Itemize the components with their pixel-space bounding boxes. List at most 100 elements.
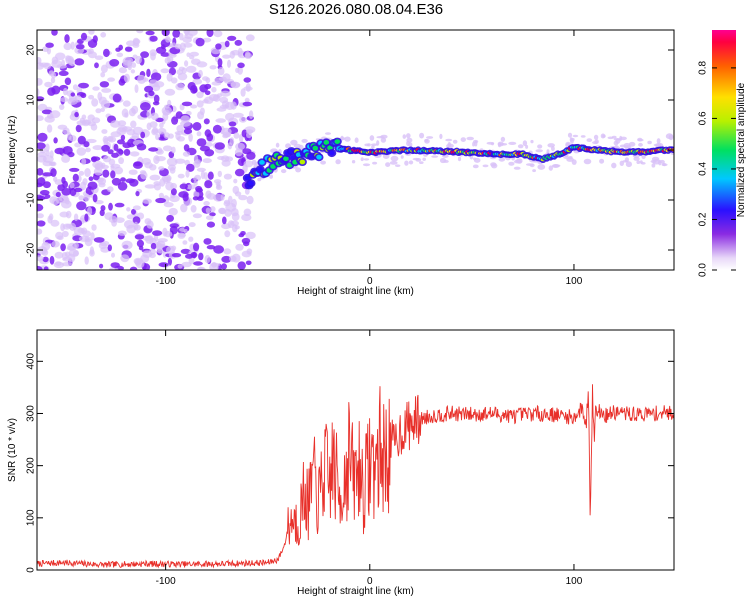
noise-blob — [164, 57, 171, 64]
noise-blob — [238, 194, 248, 201]
noise-blob — [140, 131, 146, 139]
track-halo-blob — [508, 161, 515, 166]
noise-blob — [43, 266, 49, 270]
track-halo-blob — [406, 133, 411, 139]
snr-frame — [36, 329, 675, 571]
noise-blob — [149, 35, 158, 42]
noise-blob — [166, 245, 175, 255]
noise-blob — [153, 181, 161, 186]
noise-blob — [206, 221, 215, 228]
noise-blob — [92, 145, 103, 151]
noise-blob — [230, 81, 241, 88]
track-halo-blob — [351, 160, 356, 164]
noise-blob — [146, 68, 151, 78]
track-halo-blob — [500, 136, 506, 142]
noise-blob — [223, 78, 235, 84]
track-halo-blob — [363, 158, 370, 161]
track-halo-blob — [402, 134, 407, 139]
noise-blob — [83, 193, 90, 202]
noise-blob — [170, 77, 178, 84]
noise-blob — [196, 100, 204, 108]
snr-ytick-label: 100 — [26, 509, 37, 526]
noise-blob — [237, 261, 246, 270]
track-halo-blob — [656, 138, 661, 144]
noise-blob — [228, 121, 237, 127]
noise-blob — [77, 135, 86, 145]
track-halo-blob — [535, 149, 543, 153]
noise-blob — [178, 66, 185, 71]
noise-blob — [149, 164, 157, 171]
noise-blob — [237, 62, 245, 69]
noise-blob — [192, 78, 203, 85]
noise-blob — [108, 202, 113, 211]
noise-blob — [220, 90, 231, 97]
noise-blob — [64, 34, 70, 43]
track-halo-blob — [320, 160, 326, 165]
track-halo-blob — [385, 162, 391, 168]
spectrogram-ylabel: Frequency (Hz) — [7, 116, 18, 185]
noise-blob — [88, 30, 95, 35]
noise-blob — [137, 74, 147, 84]
noise-blob — [97, 91, 103, 101]
noise-blob — [171, 116, 179, 125]
noise-blob — [221, 263, 227, 270]
noise-blob — [140, 51, 150, 58]
track-halo-blob — [552, 164, 561, 168]
track-halo-blob — [457, 156, 462, 162]
track-halo-blob — [662, 162, 666, 166]
noise-blob — [217, 156, 225, 160]
noise-blob — [37, 168, 44, 176]
noise-blob — [99, 263, 104, 269]
noise-blob — [144, 184, 156, 189]
noise-blob — [196, 195, 204, 201]
noise-blob — [78, 170, 85, 176]
noise-blob — [101, 129, 108, 134]
noise-blob — [183, 42, 193, 48]
noise-blob — [192, 122, 202, 131]
noise-blob — [242, 101, 253, 107]
noise-blob — [132, 205, 141, 211]
noise-blob — [45, 42, 54, 48]
noise-blob — [133, 221, 139, 231]
noise-blob — [133, 161, 142, 167]
noise-blob — [51, 71, 56, 79]
noise-blob — [190, 205, 197, 213]
noise-blob — [115, 47, 121, 52]
noise-blob — [179, 183, 188, 190]
noise-blob — [180, 248, 191, 254]
noise-blob — [203, 201, 210, 206]
track-halo-blob — [408, 142, 413, 148]
noise-blob — [216, 183, 221, 189]
noise-blob — [162, 145, 173, 152]
noise-blob — [57, 124, 68, 130]
noise-blob — [196, 167, 206, 172]
noise-blob — [100, 32, 107, 38]
noise-blob — [227, 220, 235, 229]
noise-blob — [169, 167, 176, 174]
track-halo-blob — [371, 145, 375, 149]
noise-blob — [204, 180, 213, 189]
spectrogram-plot-area — [37, 30, 674, 270]
noise-blob — [88, 51, 97, 59]
noise-blob — [244, 97, 250, 103]
noise-blob — [125, 178, 135, 184]
noise-blob — [64, 77, 72, 86]
track-halo-blob — [537, 144, 543, 149]
noise-blob — [127, 138, 136, 148]
track-halo-blob — [400, 155, 404, 159]
track-halo-blob — [525, 144, 529, 149]
track-halo-blob — [637, 138, 644, 142]
noise-blob — [224, 156, 234, 162]
track-halo-blob — [445, 138, 453, 142]
noise-blob — [191, 58, 201, 65]
noise-blob — [246, 195, 254, 205]
track-halo-blob — [419, 161, 424, 165]
noise-blob — [114, 166, 124, 175]
noise-blob — [239, 116, 247, 123]
noise-blob — [203, 238, 212, 245]
noise-blob — [183, 228, 188, 234]
noise-blob — [129, 266, 138, 270]
noise-blob — [90, 123, 98, 131]
colorbar-tick-label: 0.6 — [698, 111, 709, 125]
